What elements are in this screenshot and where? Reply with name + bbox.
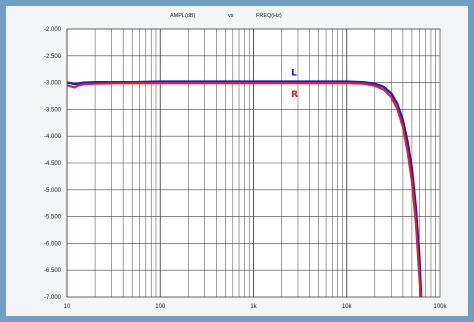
y-tick-label: -3.000: [44, 81, 62, 87]
series-line-R: [66, 82, 422, 298]
title-vs: vs: [228, 13, 234, 19]
y-tick-label: -2.500: [44, 54, 62, 60]
title-amplitude: AMPL(dB): [170, 13, 196, 19]
y-tick-label: -6.500: [44, 268, 62, 274]
series-label-L: L: [291, 69, 297, 79]
y-tick-label: -5.500: [44, 215, 62, 221]
y-tick-label: -6.000: [44, 241, 62, 247]
y-tick-label: -4.500: [44, 161, 62, 167]
x-tick-label: 100: [155, 304, 166, 310]
x-tick-label: 10: [64, 304, 71, 310]
y-tick-label: -4.000: [44, 134, 62, 140]
series-line-L: [66, 80, 423, 298]
y-tick-label: -5.000: [44, 188, 62, 194]
title-frequency: FREQ(Hz): [256, 13, 282, 19]
x-tick-label: 100k: [433, 304, 447, 310]
y-tick-label: -2.000: [44, 27, 62, 33]
series-lines: [66, 80, 423, 298]
series-label-R: R: [291, 90, 298, 100]
plot-border: [66, 28, 441, 298]
y-tick-label: -7.000: [44, 295, 62, 301]
y-tick-label: -3.500: [44, 107, 62, 113]
x-tick-label: 10k: [342, 304, 353, 310]
x-tick-label: 1k: [250, 304, 257, 310]
chart-text: AMPL(dB) vs FREQ(Hz) -2.000 -2.500 -3.000 -…: [44, 13, 448, 310]
